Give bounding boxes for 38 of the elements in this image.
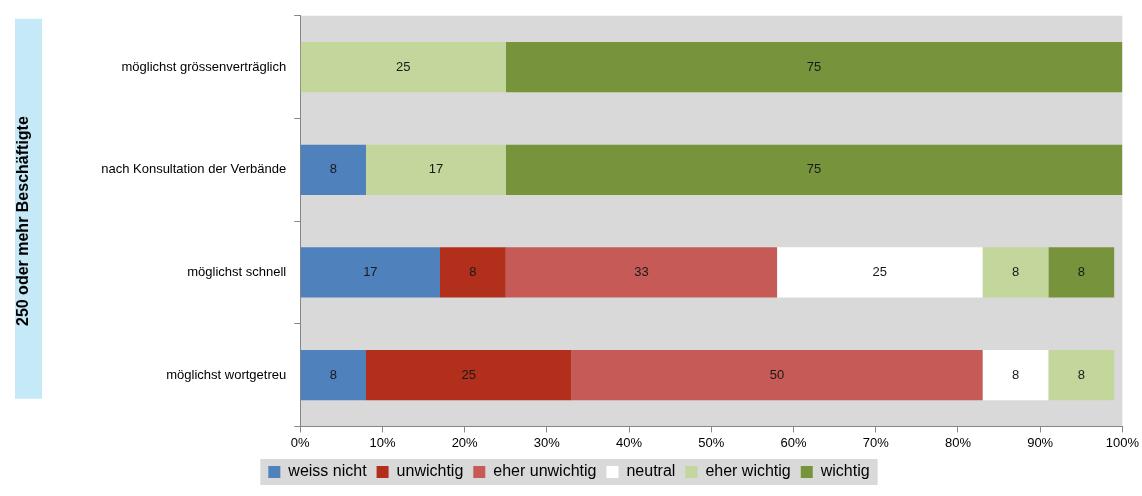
x-tick-label: 80% xyxy=(944,434,972,450)
y-tick-label: nach Konsultation der Verbände xyxy=(101,161,287,177)
data-label: 8 xyxy=(1077,366,1085,382)
y-tick-label: möglichst grössenverträglich xyxy=(121,58,287,74)
data-label: 17 xyxy=(428,161,444,177)
x-tick-label: 10% xyxy=(369,434,396,450)
data-label: 25 xyxy=(396,58,411,74)
data-label: 8 xyxy=(1011,366,1020,382)
data-label: 33 xyxy=(634,264,649,279)
data-label: 8 xyxy=(329,161,337,177)
data-label: 17 xyxy=(363,264,378,279)
data-label: 8 xyxy=(329,366,337,382)
y-tick-label: möglichst wortgetreu xyxy=(166,366,287,382)
legend-label: eher wichtig xyxy=(705,462,791,480)
x-tick-label: 30% xyxy=(533,434,561,450)
x-tick-label: 90% xyxy=(1027,434,1054,450)
y-tick-label: möglichst schnell xyxy=(187,264,287,279)
legend-label: wichtig xyxy=(819,462,870,480)
data-label: 50 xyxy=(769,366,785,382)
y-axis-title: 250 oder mehr Beschäftigte xyxy=(14,116,32,327)
data-label: 8 xyxy=(469,264,477,279)
legend-label: neutral xyxy=(626,462,676,480)
x-tick-label: 0% xyxy=(290,434,311,450)
data-label: 25 xyxy=(461,366,476,382)
data-label: 8 xyxy=(1011,264,1020,279)
legend-label: weiss nicht xyxy=(287,462,368,480)
x-tick-label: 20% xyxy=(451,434,479,450)
legend-label: unwichtig xyxy=(396,462,464,480)
data-label: 75 xyxy=(806,58,822,74)
x-tick-label: 40% xyxy=(616,434,643,450)
data-label: 25 xyxy=(872,264,888,279)
legend-label: eher unwichtig xyxy=(493,462,597,480)
x-tick-label: 50% xyxy=(698,434,725,450)
data-label: 8 xyxy=(1077,264,1085,279)
x-tick-label: 70% xyxy=(862,434,890,450)
x-tick-label: 60% xyxy=(780,434,807,450)
data-label: 75 xyxy=(806,161,822,177)
x-tick-label: 100% xyxy=(1105,434,1140,450)
